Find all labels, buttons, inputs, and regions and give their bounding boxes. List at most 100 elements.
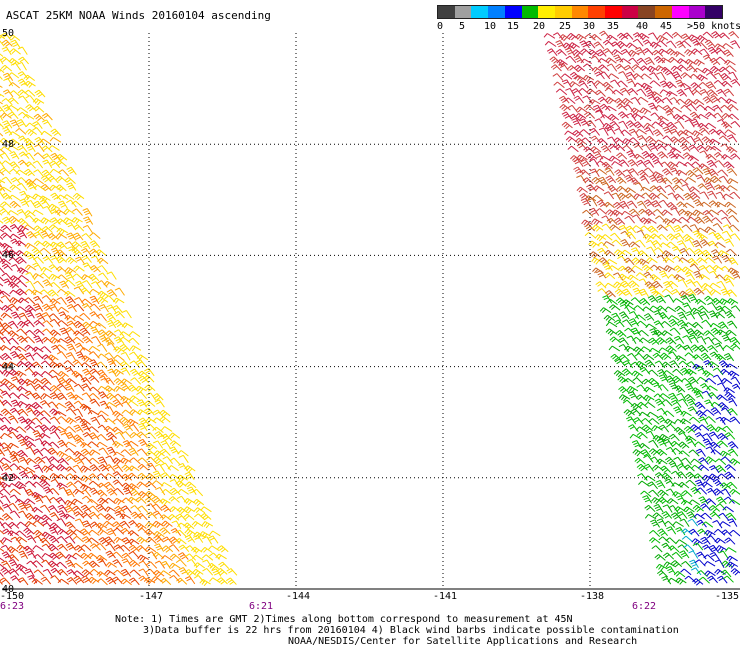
wind-barb bbox=[731, 271, 740, 280]
wind-barb bbox=[720, 104, 732, 112]
wind-barb bbox=[97, 290, 109, 299]
wind-barb bbox=[686, 511, 697, 520]
wind-barb bbox=[618, 159, 630, 168]
wind-barb bbox=[696, 570, 708, 578]
wind-barb bbox=[619, 87, 631, 96]
wind-barb bbox=[663, 561, 676, 568]
wind-barb bbox=[685, 288, 697, 296]
wind-barb bbox=[72, 529, 85, 536]
wind-barb bbox=[624, 174, 635, 183]
wind-barb bbox=[0, 390, 12, 399]
wind-barb bbox=[49, 303, 60, 313]
wind-barb bbox=[9, 473, 21, 481]
wind-barb bbox=[611, 209, 624, 217]
wind-barb bbox=[138, 560, 149, 569]
wind-barb bbox=[617, 192, 629, 200]
wind-barb bbox=[113, 336, 125, 345]
wind-barb bbox=[623, 409, 635, 417]
wind-barb bbox=[7, 145, 19, 151]
wind-barb bbox=[55, 362, 67, 370]
wind-barb bbox=[704, 529, 716, 538]
wind-barb bbox=[31, 506, 43, 514]
wind-barb bbox=[698, 496, 709, 505]
wind-barb bbox=[720, 488, 732, 497]
wind-barb bbox=[25, 104, 37, 112]
wind-barb bbox=[0, 53, 4, 57]
wind-barb bbox=[88, 375, 100, 383]
wind-barb bbox=[622, 144, 634, 152]
wind-barb bbox=[9, 48, 21, 55]
wind-barb bbox=[159, 527, 171, 535]
wind-barb bbox=[666, 161, 679, 169]
wind-barb bbox=[670, 106, 682, 113]
wind-barb bbox=[137, 554, 149, 562]
wind-barb bbox=[49, 416, 61, 425]
wind-barb bbox=[666, 48, 678, 56]
wind-barb bbox=[582, 63, 595, 71]
wind-barb bbox=[613, 201, 624, 210]
wind-barb bbox=[2, 503, 13, 512]
wind-barb bbox=[696, 42, 708, 50]
wind-barb bbox=[616, 32, 629, 41]
wind-barb bbox=[64, 383, 75, 392]
wind-barb bbox=[674, 232, 685, 241]
wind-barb bbox=[622, 360, 634, 369]
wind-barb bbox=[559, 104, 571, 112]
wind-barb bbox=[191, 546, 203, 554]
wind-barb bbox=[692, 167, 704, 175]
wind-barb bbox=[0, 378, 13, 386]
wind-barb bbox=[16, 208, 28, 218]
wind-barb bbox=[177, 450, 189, 457]
wind-barb bbox=[178, 567, 189, 576]
wind-barb bbox=[121, 473, 133, 482]
wind-barb bbox=[57, 370, 69, 379]
wind-barb bbox=[1, 399, 13, 407]
wind-barb bbox=[598, 127, 609, 136]
wind-barb bbox=[217, 545, 229, 553]
wind-barb bbox=[88, 273, 100, 282]
wind-barb bbox=[31, 578, 43, 585]
wind-barb bbox=[632, 225, 644, 232]
wind-barb bbox=[611, 161, 623, 167]
wind-barb bbox=[582, 74, 595, 83]
wind-barb bbox=[709, 95, 721, 103]
wind-barb bbox=[49, 522, 62, 530]
wind-barb bbox=[9, 233, 21, 240]
wind-barb bbox=[565, 47, 575, 56]
wind-barb bbox=[82, 224, 93, 234]
wind-barb bbox=[697, 183, 709, 191]
wind-barb bbox=[153, 450, 165, 458]
wind-barb bbox=[226, 577, 237, 585]
wind-barb bbox=[669, 462, 680, 472]
wind-barb bbox=[659, 242, 671, 249]
wind-barb bbox=[585, 119, 597, 128]
wind-barb bbox=[0, 68, 5, 74]
wind-barb bbox=[104, 464, 116, 472]
wind-barb bbox=[0, 481, 11, 489]
wind-barb bbox=[718, 321, 729, 330]
wind-barb bbox=[649, 41, 662, 49]
wind-barb bbox=[728, 499, 740, 506]
wind-barb bbox=[72, 336, 85, 344]
wind-barb bbox=[64, 488, 75, 498]
wind-barb bbox=[693, 270, 704, 280]
wind-barb bbox=[709, 511, 721, 519]
wind-barb bbox=[636, 320, 648, 328]
wind-barb bbox=[47, 175, 59, 184]
wind-barb bbox=[692, 311, 704, 320]
wind-barb bbox=[657, 384, 669, 392]
wind-barb bbox=[15, 370, 27, 378]
wind-barb bbox=[8, 131, 21, 138]
wind-barb bbox=[576, 186, 588, 193]
wind-barb bbox=[677, 311, 688, 321]
wind-barb bbox=[584, 223, 595, 232]
wind-barb bbox=[1, 463, 13, 472]
wind-barb bbox=[7, 361, 19, 367]
wind-barb bbox=[626, 335, 637, 344]
wind-barb bbox=[604, 282, 616, 289]
wind-barb bbox=[104, 352, 116, 361]
wind-barb bbox=[200, 506, 212, 513]
legend-swatch bbox=[588, 6, 606, 18]
wind-barb bbox=[720, 569, 732, 578]
wind-barb bbox=[632, 287, 643, 297]
